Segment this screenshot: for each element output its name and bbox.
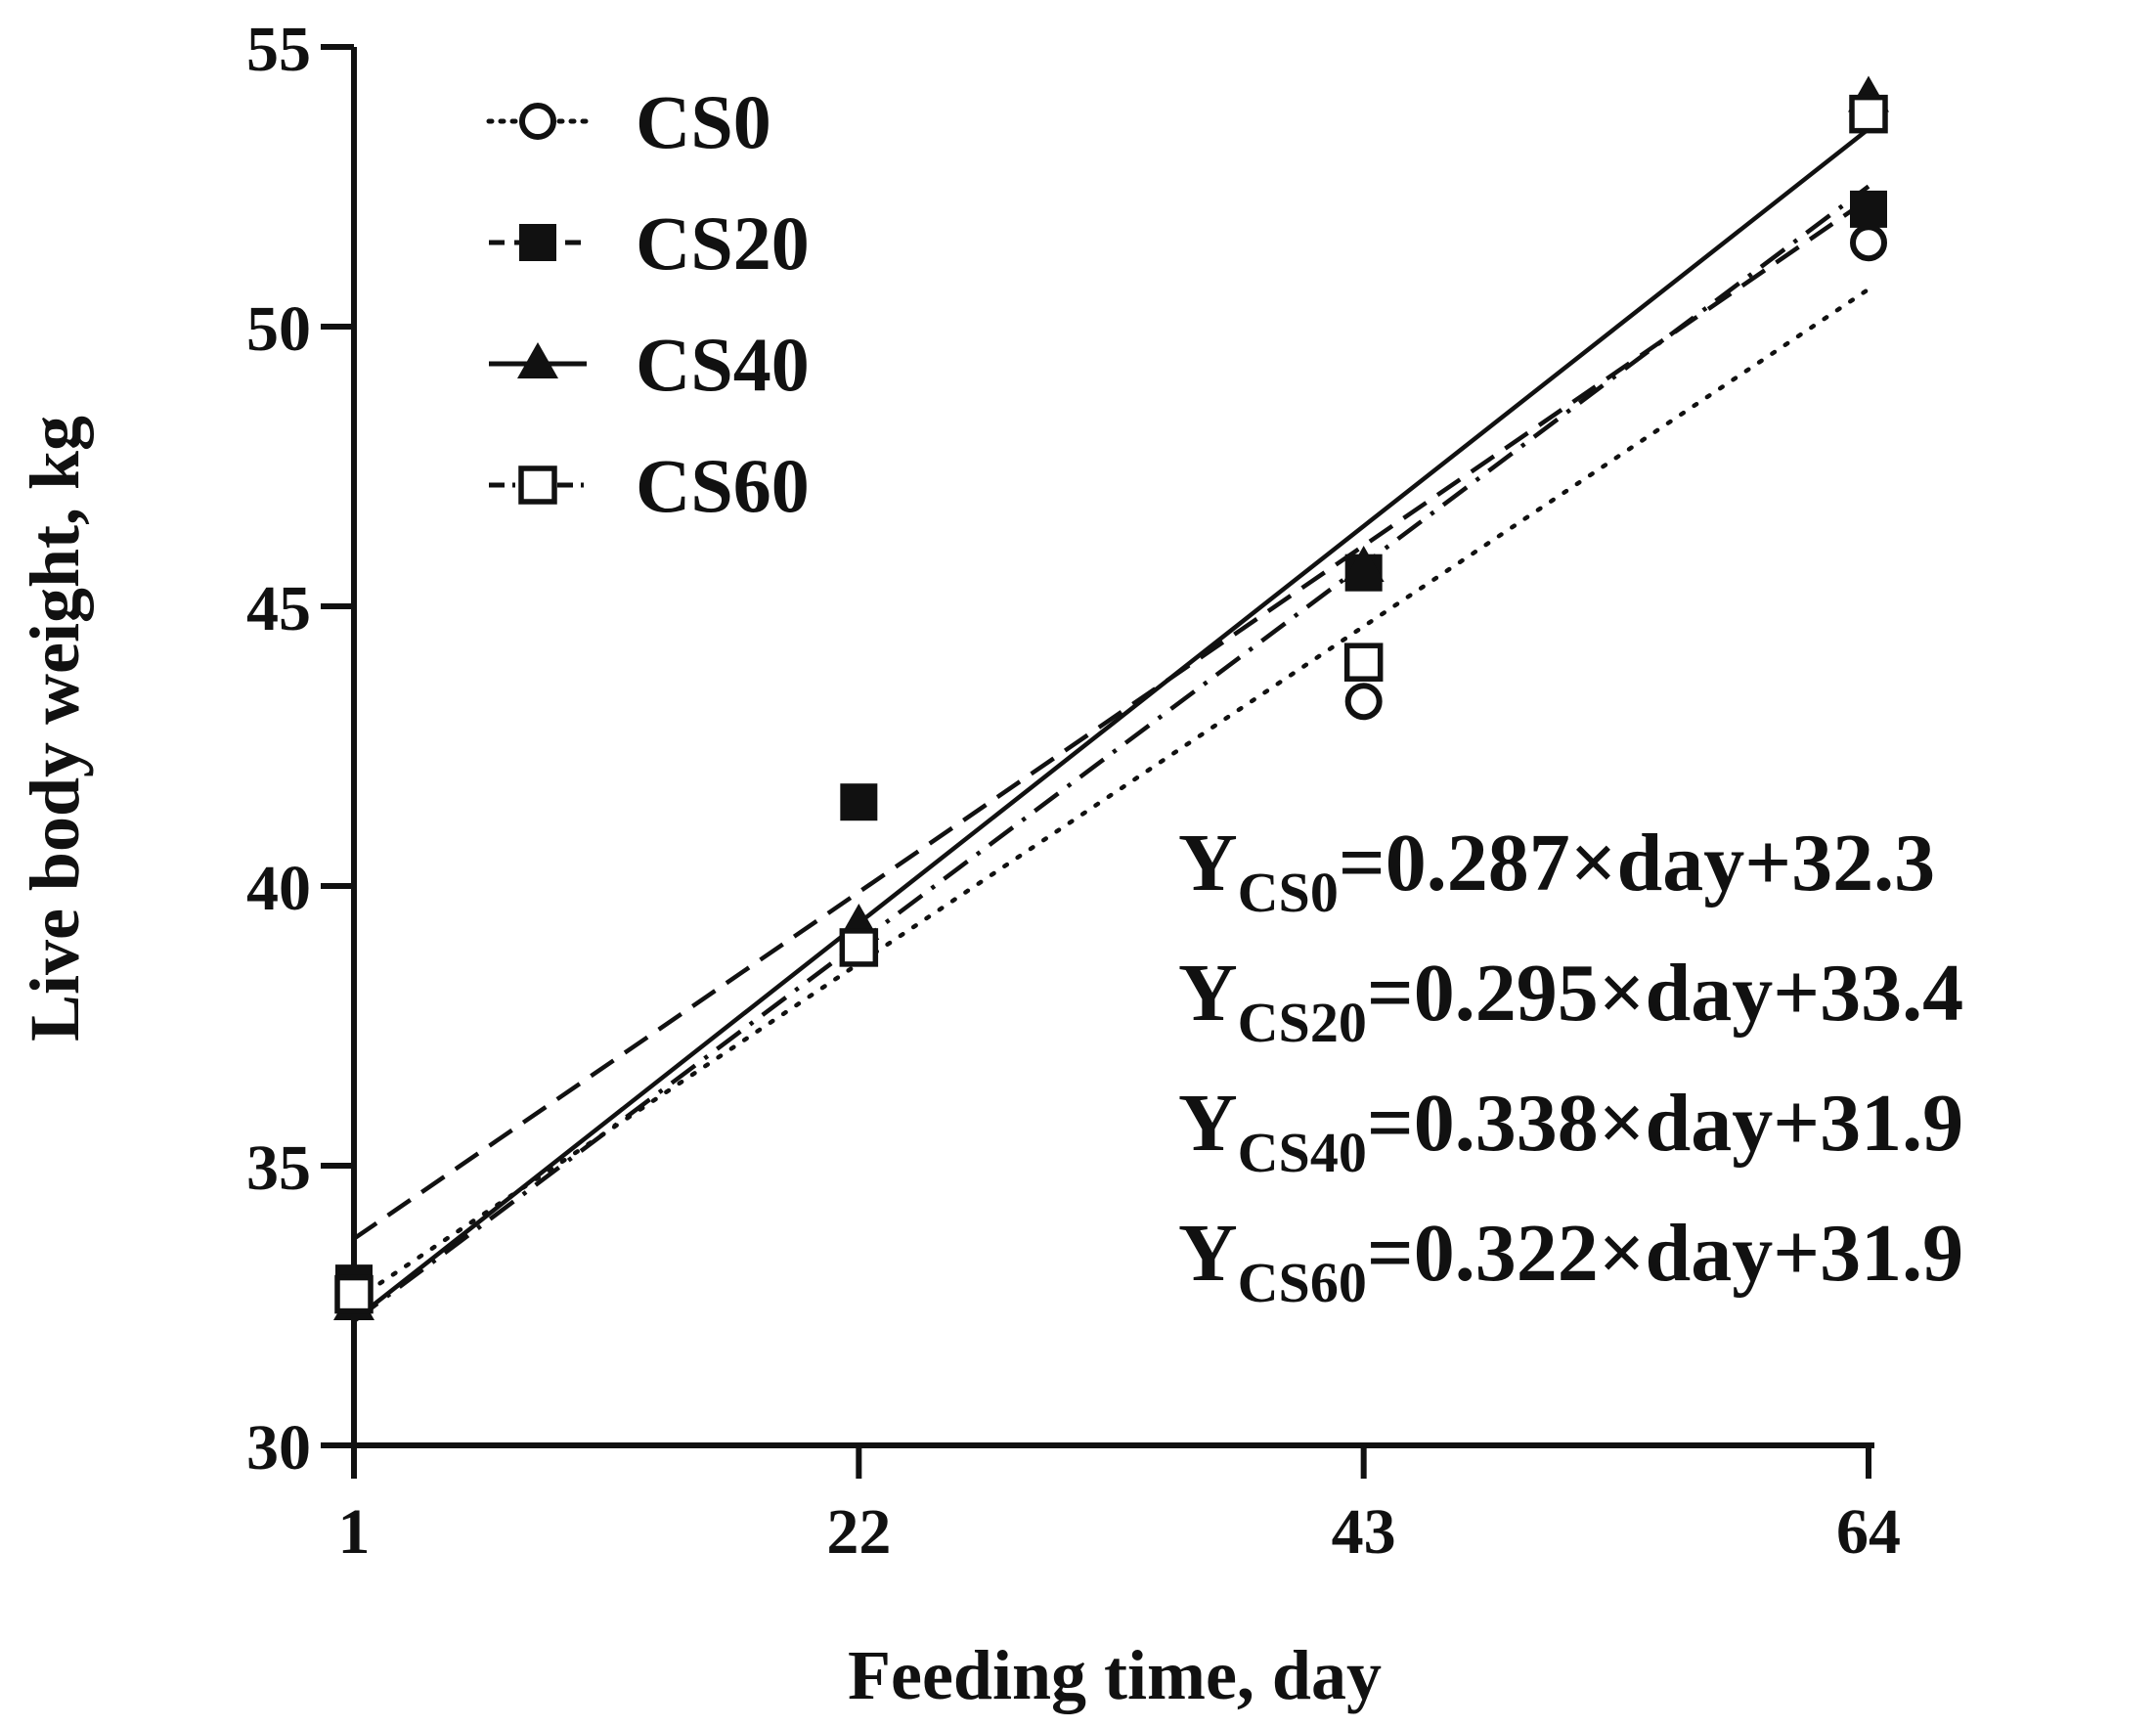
y-tick-label: 30 bbox=[246, 1412, 311, 1484]
equation-cs60: YCS60=0.322×day+31.9 bbox=[1178, 1208, 1963, 1314]
legend-marker-cs60 bbox=[518, 465, 557, 505]
legend-label-cs40: CS40 bbox=[636, 322, 810, 407]
point-cs60 bbox=[1343, 642, 1384, 682]
legend-label-cs0: CS0 bbox=[636, 79, 771, 164]
point-cs0 bbox=[1850, 224, 1887, 262]
regression-line-cs20 bbox=[352, 197, 1870, 1241]
legend: CS0 CS20 CS40 CS60 bbox=[486, 79, 810, 528]
point-cs20 bbox=[840, 783, 878, 821]
point-cs60 bbox=[334, 1274, 374, 1314]
y-tick-label: 55 bbox=[246, 14, 311, 85]
regression-equations: YCS0=0.287×day+32.3 YCS20=0.295×day+33.4… bbox=[1178, 818, 1963, 1314]
point-cs60 bbox=[1849, 94, 1888, 134]
x-tick-label: 1 bbox=[338, 1496, 371, 1568]
legend-marker-cs40 bbox=[517, 342, 558, 378]
y-tick-label: 50 bbox=[246, 293, 311, 365]
legend-marker-cs0 bbox=[519, 103, 556, 140]
axes: 30 35 40 45 50 55 1 22 43 64 bbox=[246, 14, 1901, 1568]
regression-line-cs0 bbox=[351, 287, 1871, 1304]
x-axis-title: Feeding time, day bbox=[848, 1636, 1382, 1714]
point-cs60 bbox=[839, 928, 879, 967]
point-cs20 bbox=[1850, 190, 1887, 228]
regression-line-cs40 bbox=[352, 127, 1870, 1322]
regression-lines bbox=[351, 127, 1871, 1323]
x-tick-label: 22 bbox=[826, 1496, 891, 1568]
x-tick-label: 43 bbox=[1332, 1496, 1396, 1568]
point-cs0 bbox=[1344, 683, 1383, 721]
y-tick-label: 40 bbox=[246, 853, 311, 924]
legend-marker-cs20 bbox=[519, 224, 556, 261]
equation-cs20: YCS20=0.295×day+33.4 bbox=[1178, 948, 1963, 1054]
x-tick-label: 64 bbox=[1836, 1496, 1901, 1568]
y-tick-label: 45 bbox=[246, 573, 311, 644]
y-axis-title: Live body weight, kg bbox=[16, 416, 94, 1041]
legend-label-cs20: CS20 bbox=[636, 200, 810, 286]
legend-label-cs60: CS60 bbox=[636, 443, 810, 528]
data-points bbox=[333, 75, 1889, 1320]
point-cs40 bbox=[1342, 545, 1385, 582]
equation-cs40: YCS40=0.338×day+31.9 bbox=[1178, 1078, 1963, 1184]
y-tick-label: 35 bbox=[246, 1132, 311, 1204]
equation-cs0: YCS0=0.287×day+32.3 bbox=[1178, 818, 1935, 924]
